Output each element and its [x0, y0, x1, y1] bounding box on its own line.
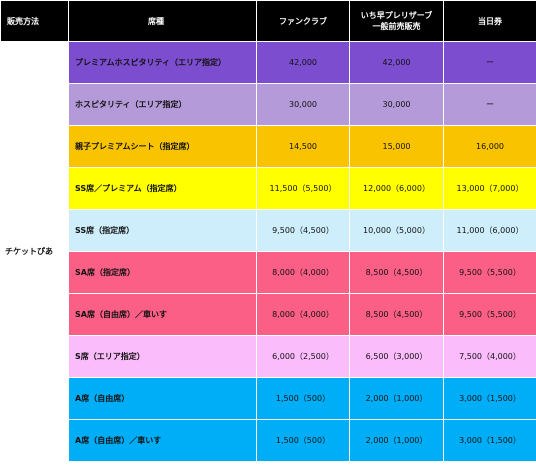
table-row: S席（エリア指定） 6,000（2,500） 6,500（3,000） 7,50…: [1, 335, 536, 378]
seat-name: SS席（指定席）: [68, 209, 257, 252]
price-fanclub: 1,500（500）: [256, 419, 350, 462]
seat-name: SS席／プレミアム（指定席）: [68, 167, 257, 210]
table-row: A席（自由席）／車いす 1,500（500） 2,000（1,000） 3,00…: [1, 419, 536, 462]
price-fanclub: 11,500（5,500）: [256, 167, 350, 210]
price-presale: 12,000（6,000）: [349, 167, 444, 210]
table-row: チケットぴあ プレミアムホスピタリティ（エリア指定） 42,000 42,000…: [0, 41, 536, 462]
table-row: SA席（自由席）／車いす 8,000（4,000） 8,500（4,500） 9…: [1, 293, 536, 336]
price-presale: 8,500（4,500）: [349, 251, 444, 294]
seat-name: SA席（指定席）: [68, 251, 257, 294]
price-sameday: 16,000: [443, 125, 536, 168]
price-presale: 15,000: [349, 125, 444, 168]
price-fanclub: 14,500: [256, 125, 350, 168]
sales-method-cell: チケットぴあ: [0, 41, 69, 462]
table-row: A席（自由席） 1,500（500） 2,000（1,000） 3,000（1,…: [1, 377, 536, 420]
price-presale: 6,500（3,000）: [349, 335, 444, 378]
seat-name: SA席（自由席）／車いす: [68, 293, 257, 336]
header-presale-line2: 一般前売販売: [372, 22, 421, 31]
header-sales-method: 販売方法: [0, 0, 69, 42]
header-sameday: 当日券: [443, 0, 536, 42]
seat-name: ホスピタリティ（エリア指定）: [68, 83, 257, 126]
price-presale: 2,000（1,000）: [349, 419, 444, 462]
table-row: 親子プレミアムシート（指定席） 14,500 15,000 16,000: [1, 125, 536, 168]
price-sameday: 3,000（1,500）: [443, 419, 536, 462]
seat-name: 親子プレミアムシート（指定席）: [68, 125, 257, 168]
header-row: 販売方法 席種 ファンクラブ いち早プレリザーブ 一般前売販売 当日券: [0, 0, 536, 42]
table-row: SS席／プレミアム（指定席） 11,500（5,500） 12,000（6,00…: [1, 167, 536, 210]
header-presale: いち早プレリザーブ 一般前売販売: [349, 0, 444, 42]
price-sameday: 7,500（4,000）: [443, 335, 536, 378]
price-fanclub: 6,000（2,500）: [256, 335, 350, 378]
table-row: SA席（指定席） 8,000（4,000） 8,500（4,500） 9,500…: [1, 251, 536, 294]
price-sameday: 11,000（6,000）: [443, 209, 536, 252]
price-sameday: ー: [443, 41, 536, 84]
price-presale: 8,500（4,500）: [349, 293, 444, 336]
price-presale: 42,000: [349, 41, 444, 84]
price-presale: 2,000（1,000）: [349, 377, 444, 420]
price-fanclub: 30,000: [256, 83, 350, 126]
price-presale: 10,000（5,000）: [349, 209, 444, 252]
price-presale: 30,000: [349, 83, 444, 126]
price-sameday: 3,000（1,500）: [443, 377, 536, 420]
header-seat-type: 席種: [68, 0, 257, 42]
price-fanclub: 9,500（4,500）: [256, 209, 350, 252]
price-sameday: 13,000（7,000）: [443, 167, 536, 210]
table-row: ホスピタリティ（エリア指定） 30,000 30,000 ー: [1, 83, 536, 126]
price-fanclub: 8,000（4,000）: [256, 251, 350, 294]
header-fanclub: ファンクラブ: [256, 0, 350, 42]
seat-name: プレミアムホスピタリティ（エリア指定）: [68, 41, 257, 84]
table-row: SS席（指定席） 9,500（4,500） 10,000（5,000） 11,0…: [1, 209, 536, 252]
header-presale-line1: いち早プレリザーブ: [360, 11, 433, 20]
price-sameday: ー: [443, 83, 536, 126]
price-fanclub: 8,000（4,000）: [256, 293, 350, 336]
seat-name: A席（自由席）／車いす: [68, 419, 257, 462]
seat-name: A席（自由席）: [68, 377, 257, 420]
price-fanclub: 42,000: [256, 41, 350, 84]
seat-name: S席（エリア指定）: [68, 335, 257, 378]
price-fanclub: 1,500（500）: [256, 377, 350, 420]
price-sameday: 9,500（5,500）: [443, 251, 536, 294]
price-sameday: 9,500（5,500）: [443, 293, 536, 336]
